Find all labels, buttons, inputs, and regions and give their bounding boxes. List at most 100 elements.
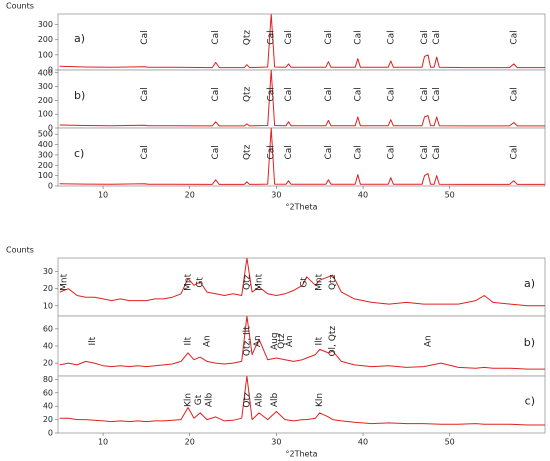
y-tick-label: 10 — [43, 301, 53, 310]
peak-label: Cal — [284, 87, 294, 101]
peak-label: An — [285, 335, 295, 347]
peak-label: Cal — [140, 87, 150, 101]
panel-frame — [57, 127, 546, 187]
peak-label: Cal — [509, 30, 519, 44]
x-tick-label: 50 — [445, 191, 455, 200]
peak-label: Aug — [270, 332, 280, 350]
x-axis-label: °2Theta — [285, 203, 317, 212]
y-tick-label: 100 — [38, 171, 53, 180]
peak-label: Ilt — [183, 336, 193, 345]
x-axis-label: °2Theta — [285, 450, 317, 459]
peak-label: Cal — [267, 145, 277, 159]
y-axis-label: Counts — [6, 246, 34, 255]
x-tick-label: 10 — [98, 438, 108, 447]
peak-label: Cal — [353, 145, 363, 159]
peak-label: Gt — [300, 277, 310, 288]
y-tick-label: 400 — [38, 68, 53, 77]
y-tick-label: 0 — [48, 182, 53, 191]
peak-label: Cal — [509, 87, 519, 101]
peak-label: Cal — [432, 30, 442, 44]
peak-label: Cal — [211, 145, 221, 159]
y-tick-label: 300 — [38, 150, 53, 159]
y-tick-label: 60 — [43, 388, 53, 397]
peak-label: Qtz — [242, 144, 252, 160]
panel-frame — [57, 375, 546, 434]
panel-label: c) — [74, 147, 84, 160]
peak-label: Alb — [204, 392, 214, 407]
panel-label: a) — [74, 32, 85, 45]
y-tick-label: 500 — [38, 130, 53, 139]
y-tick-label: 40 — [43, 402, 53, 411]
peak-label: Cal — [509, 145, 519, 159]
panel-frame — [57, 257, 546, 317]
peak-label: Cal — [140, 145, 150, 159]
y-tick-label: 30 — [43, 267, 53, 276]
peak-label: An — [253, 335, 263, 347]
y-tick-label: 200 — [38, 96, 53, 105]
pattern-line — [59, 258, 545, 307]
y-tick-label: 200 — [38, 35, 53, 44]
peak-label: Cal — [432, 87, 442, 101]
peak-label: Mnt — [183, 273, 193, 290]
peak-label: Cal — [284, 145, 294, 159]
x-tick-label: 40 — [358, 438, 368, 447]
peak-label: Cal — [324, 145, 334, 159]
y-tick-label: 40 — [43, 342, 53, 351]
peak-label: Gt — [196, 277, 206, 288]
peak-label: Alb — [270, 392, 280, 407]
y-tick-label: 100 — [38, 50, 53, 59]
peak-label: Mnt — [60, 273, 70, 290]
panel-frame — [57, 13, 546, 71]
peak-label: Cal — [386, 87, 396, 101]
peak-label: Cal — [267, 30, 277, 44]
x-tick-label: 30 — [271, 438, 281, 447]
peak-label: An — [424, 335, 434, 347]
peak-label: Cal — [284, 30, 294, 44]
x-tick-label: 10 — [98, 191, 108, 200]
peak-label: Ol, Qtz — [328, 326, 338, 357]
peak-label: Qtz — [242, 274, 252, 290]
y-tick-label: 100 — [38, 110, 53, 119]
pattern-line — [59, 128, 545, 185]
panel-label: c) — [525, 395, 535, 408]
peak-label: Ilt — [88, 336, 98, 345]
peak-label: Cal — [386, 145, 396, 159]
y-tick-label: 20 — [43, 284, 53, 293]
peak-label: Cal — [353, 87, 363, 101]
peak-label: Cal — [211, 30, 221, 44]
peak-label: Cal — [432, 145, 442, 159]
y-tick-label: 300 — [38, 20, 53, 29]
peak-label: Qtz — [242, 30, 252, 46]
y-axis-label: Counts — [6, 2, 34, 11]
panel-label: b) — [524, 336, 535, 349]
peak-label: Qtz — [328, 274, 338, 290]
x-tick-label: 20 — [185, 438, 195, 447]
peak-label: Qtz, Ilt — [242, 326, 252, 356]
y-tick-label: 20 — [43, 415, 53, 424]
pattern-line — [59, 70, 545, 127]
x-tick-label: 30 — [271, 191, 281, 200]
x-tick-label: 20 — [185, 191, 195, 200]
peak-label: Cal — [211, 87, 221, 101]
peak-label: Cal — [420, 87, 430, 101]
peak-label: Qtz — [277, 333, 287, 349]
peak-label: Kln — [315, 393, 325, 407]
peak-label: Mnt — [255, 273, 265, 290]
peak-label: Cal — [324, 87, 334, 101]
peak-label: Cal — [420, 30, 430, 44]
peak-label: Cal — [420, 145, 430, 159]
y-tick-label: 300 — [38, 82, 53, 91]
y-tick-label: 200 — [38, 161, 53, 170]
panel-label: a) — [524, 277, 535, 290]
peak-label: Cal — [140, 30, 150, 44]
peak-label: Gt — [194, 394, 204, 405]
peak-label: Qtz — [242, 86, 252, 102]
panel-frame — [57, 69, 546, 129]
pattern-line — [59, 376, 545, 426]
x-tick-label: 50 — [445, 438, 455, 447]
peak-label: Cal — [353, 30, 363, 44]
pattern-line — [59, 316, 545, 370]
peak-label: Alb — [255, 392, 265, 407]
y-tick-label: 20 — [43, 359, 53, 368]
peak-label: Kln — [183, 393, 193, 407]
